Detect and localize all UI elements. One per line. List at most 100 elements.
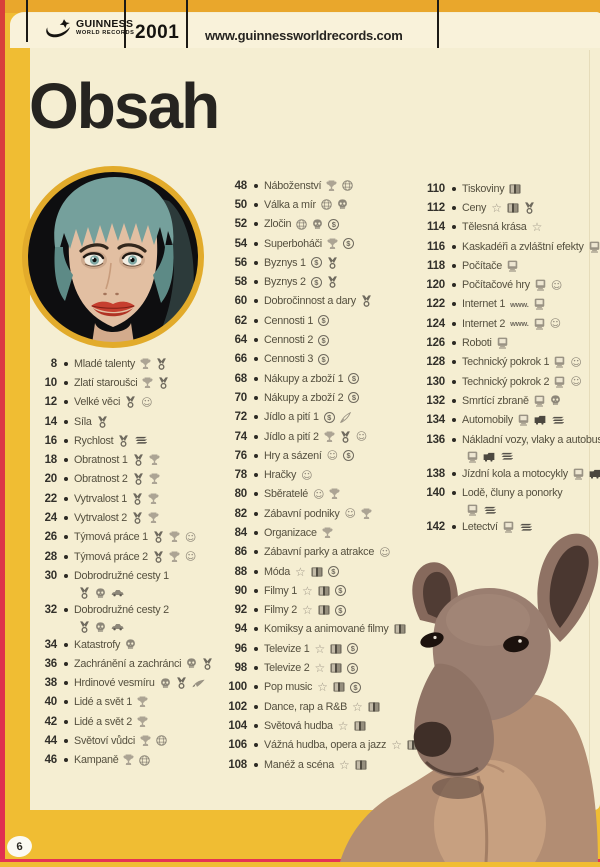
toc-page-number: 128 [426, 356, 445, 369]
toc-entry[interactable]: 16 Rychlost [27, 431, 227, 450]
toc-entry[interactable]: 54 Superboháči $ [220, 234, 417, 253]
toc-entry[interactable]: 42 Lidé a svět 2 [27, 712, 227, 731]
toc-entry[interactable]: 46 Kampaně [27, 751, 227, 770]
toc-entry[interactable]: 126 Roboti [419, 333, 600, 352]
toc-entry[interactable]: 50 Válka a mír [220, 195, 417, 214]
toc-entry-label: Jídlo a pití 2 [264, 430, 319, 443]
toc-entry[interactable]: 102 Dance, rap a R&B ☆ [220, 697, 417, 716]
toc-entry[interactable]: 40 Lidé a svět 1 [27, 693, 227, 712]
toc-entry[interactable]: 10 Zlatí staroušci [27, 373, 227, 392]
toc-entry[interactable]: 14 Síla [27, 412, 227, 431]
toc-entry[interactable]: 18 Obratnost 1 [27, 450, 227, 469]
toc-entry[interactable]: 60 Dobročinnost a dary [220, 292, 417, 311]
computer-icon [554, 356, 565, 368]
toc-entry[interactable]: 140 Lodě, čluny a ponorky [419, 483, 600, 502]
trophy-icon [149, 454, 160, 466]
trophy-icon [327, 238, 338, 250]
bullet-icon [254, 608, 258, 613]
toc-entry[interactable]: 22 Vytrvalost 1 [27, 489, 227, 508]
toc-entry-label: Lodě, čluny a ponorky [462, 487, 563, 500]
toc-entry[interactable]: 78 Hračky ☺ [220, 465, 417, 484]
toc-entry[interactable]: 132 Smrtící zbraně [419, 391, 600, 410]
dollar-icon: $ [349, 681, 361, 693]
toc-entry[interactable]: 52 Zločin $ [220, 215, 417, 234]
toc-entry[interactable]: 138 Jízdní kola a motocykly [419, 464, 600, 483]
bullet-icon [64, 608, 68, 613]
toc-page-number: 114 [427, 221, 445, 234]
toc-entry[interactable]: 120 Počítačové hry ☺ [419, 275, 600, 294]
toc-entry[interactable]: 100 Pop music ☆ $ [220, 678, 417, 697]
toc-entry[interactable]: 36 Zachránění a zachránci [27, 654, 227, 673]
toc-entry[interactable]: 118 Počítače [419, 256, 600, 275]
toc-entry[interactable]: 82 Zábavní podniky ☺ [220, 504, 417, 523]
toc-entry-label: Cennosti 3 [264, 353, 314, 366]
bullet-icon [452, 225, 456, 230]
toc-page-number: 140 [426, 487, 445, 500]
toc-entry[interactable]: 88 Móda ☆ $ [220, 562, 417, 581]
toc-entry[interactable]: 24 Vytrvalost 2 [27, 508, 227, 527]
toc-page-number: 50 [234, 198, 248, 211]
toc-entry-label: Dobrodružné cesty 1 [74, 569, 169, 582]
toc-entry[interactable]: 96 Televize 1 ☆ $ [220, 639, 417, 658]
bullet-icon [64, 700, 68, 705]
toc-entry[interactable]: 98 Televize 2 ☆ $ [220, 658, 417, 677]
toc-page-number: 30 [44, 569, 58, 582]
toc-entry[interactable]: 142 Letectví [419, 518, 600, 537]
toc-entry[interactable]: 94 Komiksy a animované filmy [220, 620, 417, 639]
toc-entry[interactable]: 12 Velké věci ☺ [27, 393, 227, 412]
toc-page-number: 24 [44, 512, 58, 525]
bullet-icon [452, 360, 456, 365]
toc-page-number: 52 [234, 218, 248, 231]
toc-entry[interactable]: 56 Byznys 1 $ [220, 253, 417, 272]
toc-entry[interactable]: 114 Tělesná krása ☆ [419, 218, 600, 237]
toc-entry[interactable]: 70 Nákupy a zboží 2 $ [220, 388, 417, 407]
toc-entry[interactable]: 136 Nákladní vozy, vlaky a autobusy [419, 430, 600, 449]
toc-entry[interactable]: 80 Sběratelé ☺ [220, 485, 417, 504]
bullet-icon [452, 398, 456, 403]
toc-entry[interactable]: 108 Manéž a scéna ☆ [220, 755, 417, 774]
toc-entry[interactable]: 28 Týmová práce 2 ☺ [27, 547, 227, 566]
toc-entry[interactable]: 44 Světoví vůdci [27, 731, 227, 750]
toc-page-number: 72 [234, 411, 248, 424]
toc-entry[interactable]: 8 Mladé talenty [27, 354, 227, 373]
toc-entry[interactable]: 58 Byznys 2 $ [220, 272, 417, 291]
toc-entry[interactable]: 106 Vážná hudba, opera a jazz ☆ [220, 736, 419, 755]
toc-entry[interactable]: 134 Automobily [419, 411, 600, 430]
toc-entry[interactable]: 48 Náboženství [220, 176, 417, 195]
bullet-icon [254, 453, 258, 458]
toc-entry[interactable]: 68 Nákupy a zboží 1 $ [220, 369, 417, 388]
dollar-icon: $ [318, 315, 330, 327]
woman-portrait-photo [19, 163, 207, 351]
toc-entry[interactable]: 64 Cennosti 2 $ [220, 330, 417, 349]
toc-entry[interactable]: 72 Jídlo a pití 1 $ [220, 408, 417, 427]
toc-entry[interactable]: 92 Filmy 2 ☆ $ [220, 601, 417, 620]
toc-entry[interactable]: 66 Cennosti 3 $ [220, 350, 417, 369]
toc-entry[interactable]: 124 Internet 2 www. ☺ [419, 314, 600, 333]
toc-entry[interactable]: 104 Světová hudba ☆ [220, 716, 417, 735]
toc-entry[interactable]: 62 Cennosti 1 $ [220, 311, 417, 330]
toc-entry[interactable]: 76 Hry a sázení ☺ $ [220, 446, 417, 465]
toc-entry[interactable]: 116 Kaskadéři a zvláštní efekty [419, 237, 600, 256]
toc-entry[interactable]: 130 Technický pokrok 2 ☺ [419, 372, 600, 391]
bullet-icon [254, 723, 258, 728]
toc-page-number: 32 [44, 604, 58, 617]
toc-entry[interactable]: 32 Dobrodružné cesty 2 [27, 601, 227, 620]
toc-entry[interactable]: 30 Dobrodružné cesty 1 [27, 566, 227, 585]
toc-entry[interactable]: 86 Zábavní parky a atrakce ☺ [220, 543, 417, 562]
bullet-icon [254, 338, 258, 343]
toc-entry[interactable]: 34 Katastrofy [27, 635, 227, 654]
toc-entry[interactable]: 112 Ceny ☆ [419, 198, 600, 217]
page-crease-line [589, 50, 590, 808]
bullet-icon [64, 554, 68, 559]
bullet-icon [254, 280, 258, 285]
toc-entry[interactable]: 38 Hrdinové vesmíru [27, 673, 227, 692]
bullet-icon [452, 525, 456, 530]
toc-entry[interactable]: 90 Filmy 1 ☆ $ [220, 581, 417, 600]
toc-entry[interactable]: 84 Organizace [220, 523, 417, 542]
toc-entry[interactable]: 26 Týmová práce 1 ☺ [27, 528, 227, 547]
toc-entry[interactable]: 110 Tiskoviny [419, 179, 600, 198]
toc-entry[interactable]: 122 Internet 1 www. [419, 295, 600, 314]
toc-entry[interactable]: 20 Obratnost 2 [27, 470, 227, 489]
toc-entry[interactable]: 128 Technický pokrok 1 ☺ [419, 353, 600, 372]
toc-entry[interactable]: 74 Jídlo a pití 2 ☺ [220, 427, 417, 446]
